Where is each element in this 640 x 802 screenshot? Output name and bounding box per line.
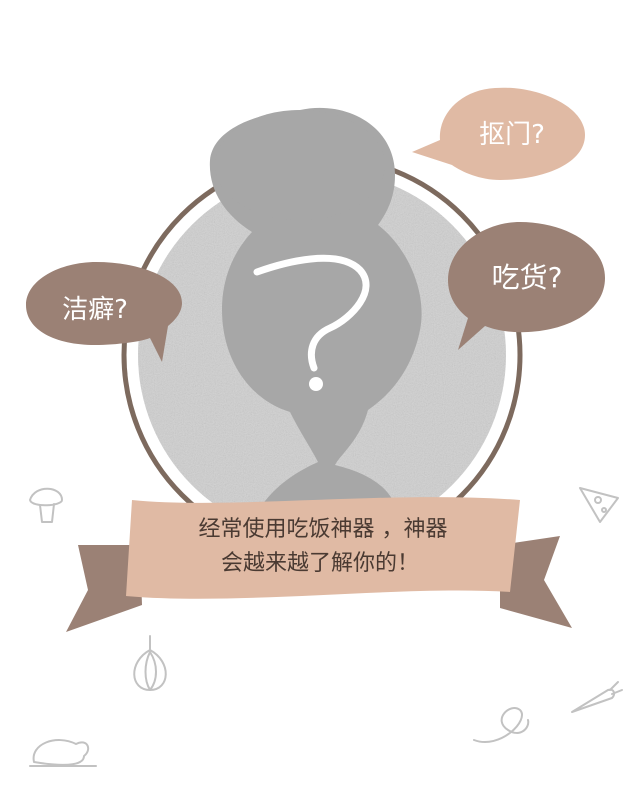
- garlic-icon: [133, 635, 167, 691]
- ribbon-tail-right: [500, 536, 572, 628]
- noodle-swirl-icon: [473, 707, 530, 743]
- banner-line-2: 会越来越了解你的！: [221, 551, 419, 576]
- carrot-icon: [571, 681, 623, 713]
- speech-bubble-top-right: [412, 87, 585, 180]
- ribbon-tail-left: [66, 545, 142, 632]
- bubble-right-text: 吃货?: [492, 261, 563, 294]
- question-mark-icon: [253, 254, 370, 391]
- pizza-slice-icon: [579, 487, 619, 523]
- mushroom-icon: [29, 487, 63, 523]
- ribbon-body: [126, 497, 520, 599]
- speech-bubble-left: [26, 262, 182, 362]
- bubble-left-text: 洁癖?: [62, 295, 128, 325]
- banner-line-1: 经常使用吃饭神器 ，神器: [199, 517, 448, 542]
- banner-ribbon: [66, 497, 572, 632]
- roast-chicken-icon: [29, 739, 97, 767]
- bubble-top-right-text: 抠门?: [479, 120, 545, 150]
- mystery-silhouette: [209, 107, 422, 505]
- speech-bubble-right: [448, 222, 605, 350]
